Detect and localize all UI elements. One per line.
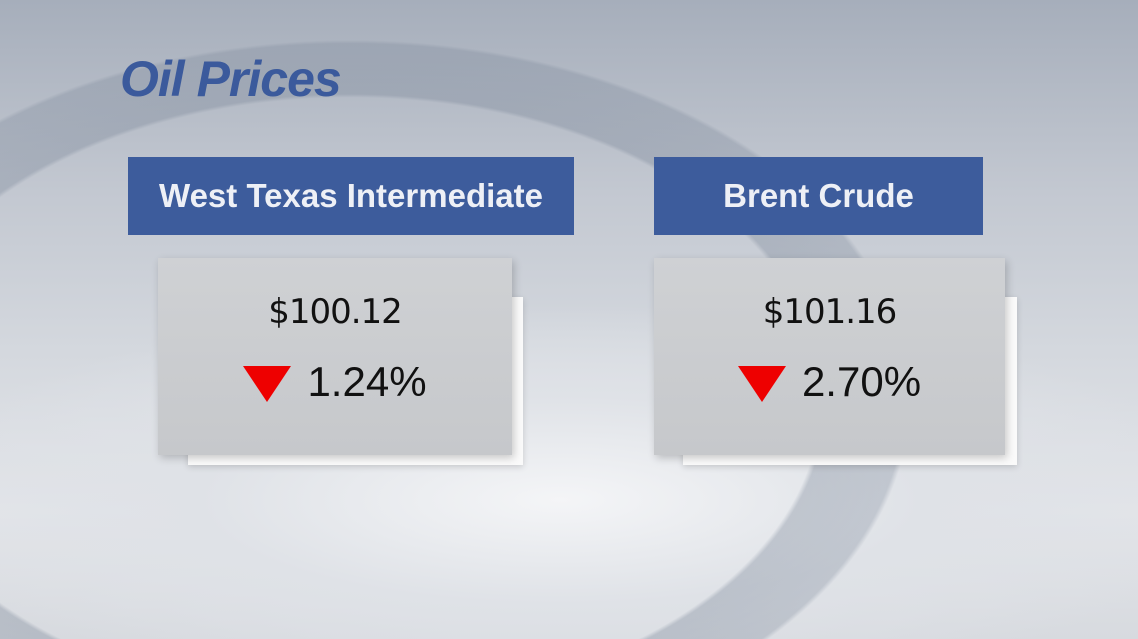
- price-brent: $101.16: [762, 292, 898, 332]
- price-wti: $100.12: [268, 292, 403, 332]
- change-percent: 1.24%: [307, 358, 427, 405]
- header-wti: West Texas Intermediate: [128, 157, 574, 235]
- card-wti: $100.12 1.24%: [158, 258, 512, 455]
- card-brent: $101.16 2.70%: [654, 258, 1005, 455]
- change-percent: 2.70%: [801, 358, 922, 405]
- change-brent: 2.70%: [654, 358, 1005, 406]
- down-triangle-icon: [243, 366, 292, 402]
- page-title: Oil Prices: [120, 51, 342, 107]
- down-triangle-icon: [737, 366, 786, 402]
- change-wti: 1.24%: [158, 358, 512, 406]
- header-brent: Brent Crude: [654, 157, 983, 235]
